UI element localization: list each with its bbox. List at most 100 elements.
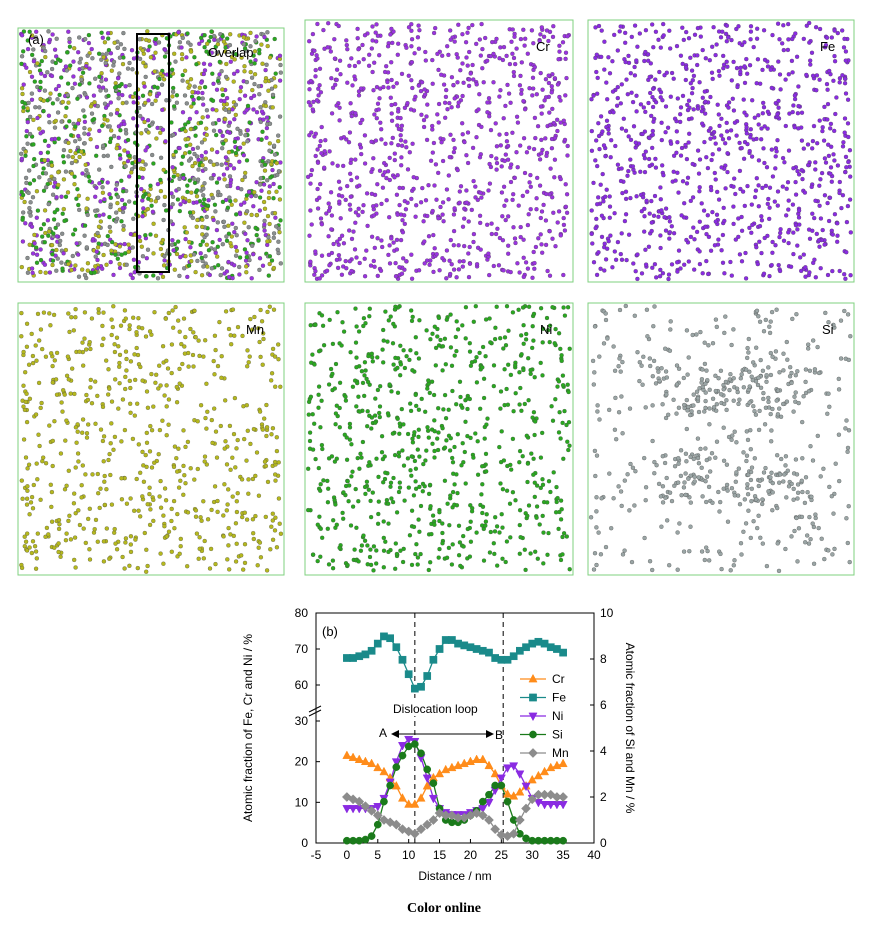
atom-dot xyxy=(410,436,415,441)
atom-dot xyxy=(108,472,113,478)
atom-dot xyxy=(227,567,232,572)
atom-dot xyxy=(760,497,765,502)
atom-dot xyxy=(116,135,121,140)
atom-dot xyxy=(394,551,400,557)
atom-dot xyxy=(498,406,503,411)
atom-dot xyxy=(66,29,71,34)
atom-dot xyxy=(478,53,483,58)
atom-dot xyxy=(354,365,359,370)
atom-dot xyxy=(447,523,452,528)
atom-dot xyxy=(596,133,602,139)
atom-dot xyxy=(724,59,729,64)
atom-dot xyxy=(21,105,26,110)
atom-dot xyxy=(269,371,275,376)
atom-dot xyxy=(264,125,270,131)
atom-dot xyxy=(567,443,572,448)
atom-dot xyxy=(764,165,770,170)
atom-dot xyxy=(598,114,604,119)
atom-dot xyxy=(369,169,374,175)
atom-dot xyxy=(433,162,439,167)
atom-dot xyxy=(174,100,180,105)
atom-dot xyxy=(267,254,273,259)
atom-dot xyxy=(733,237,738,242)
atom-dot xyxy=(405,456,411,461)
atom-dot xyxy=(123,386,128,392)
atom-dot xyxy=(245,238,250,243)
atom-dot xyxy=(703,111,708,116)
atom-dot xyxy=(87,506,92,511)
atom-dot xyxy=(337,545,342,550)
atom-dot xyxy=(108,441,113,446)
atom-dot xyxy=(546,73,551,78)
atom-dot xyxy=(737,168,743,174)
atom-dot xyxy=(491,263,496,269)
atom-dot xyxy=(384,198,389,203)
atom-dot xyxy=(494,156,499,161)
atom-dot xyxy=(679,213,684,218)
atom-dot xyxy=(228,163,233,168)
atom-dot xyxy=(249,75,255,80)
atom-dot xyxy=(318,425,323,430)
atom-dot xyxy=(388,95,393,100)
atom-dot xyxy=(116,96,121,101)
atom-dot xyxy=(177,366,182,372)
atom-dot xyxy=(682,201,687,206)
atom-dot xyxy=(111,272,116,278)
atom-dot xyxy=(461,259,466,264)
atom-dot xyxy=(153,199,158,204)
atom-dot xyxy=(599,213,605,218)
atom-dot xyxy=(265,30,270,35)
atom-dot xyxy=(49,504,54,510)
atom-dot xyxy=(498,389,504,394)
atom-dot xyxy=(463,481,468,486)
atom-dot xyxy=(421,219,426,224)
atom-dot xyxy=(151,221,156,226)
atom-dot xyxy=(63,538,69,543)
atom-dot xyxy=(254,110,260,115)
atom-dot xyxy=(180,72,185,78)
atom-dot xyxy=(369,191,375,197)
atom-dot xyxy=(156,40,162,45)
atom-dot xyxy=(486,96,492,101)
atom-dot xyxy=(370,38,375,43)
atom-dot xyxy=(504,139,510,144)
atom-dot xyxy=(263,463,269,469)
atom-dot xyxy=(95,539,100,544)
atom-dot xyxy=(634,194,639,199)
atom-dot xyxy=(484,422,489,427)
atom-dot xyxy=(50,363,55,369)
atom-dot xyxy=(393,101,398,107)
atom-dot xyxy=(238,131,243,136)
atom-dot xyxy=(510,27,515,32)
atom-dot xyxy=(563,204,569,209)
atom-dot xyxy=(497,444,502,450)
atom-dot xyxy=(267,221,272,227)
atom-dot xyxy=(719,165,724,170)
atom-dot xyxy=(56,541,61,546)
atom-dot xyxy=(540,340,545,345)
atom-dot xyxy=(370,24,375,29)
atom-dot xyxy=(38,85,43,90)
atom-dot xyxy=(139,131,144,136)
atom-dot xyxy=(223,197,229,203)
atom-dot xyxy=(223,117,228,122)
atom-dot xyxy=(650,86,656,92)
atom-dot xyxy=(649,113,654,119)
atom-dot xyxy=(471,319,476,324)
atom-dot xyxy=(417,28,422,33)
atom-dot xyxy=(82,233,87,238)
atom-dot xyxy=(729,273,734,278)
atom-dot xyxy=(674,363,680,368)
atom-dot xyxy=(23,221,28,226)
atom-dot xyxy=(649,198,654,204)
atom-dot xyxy=(337,425,342,430)
atom-dot xyxy=(82,114,87,119)
atom-dot xyxy=(725,169,730,175)
atom-dot xyxy=(251,536,256,542)
atom-dot xyxy=(840,144,846,149)
atom-dot xyxy=(763,465,768,471)
atom-dot xyxy=(84,95,90,100)
atom-dot xyxy=(609,526,614,531)
atom-dot xyxy=(109,164,114,170)
atom-dot xyxy=(642,214,647,219)
